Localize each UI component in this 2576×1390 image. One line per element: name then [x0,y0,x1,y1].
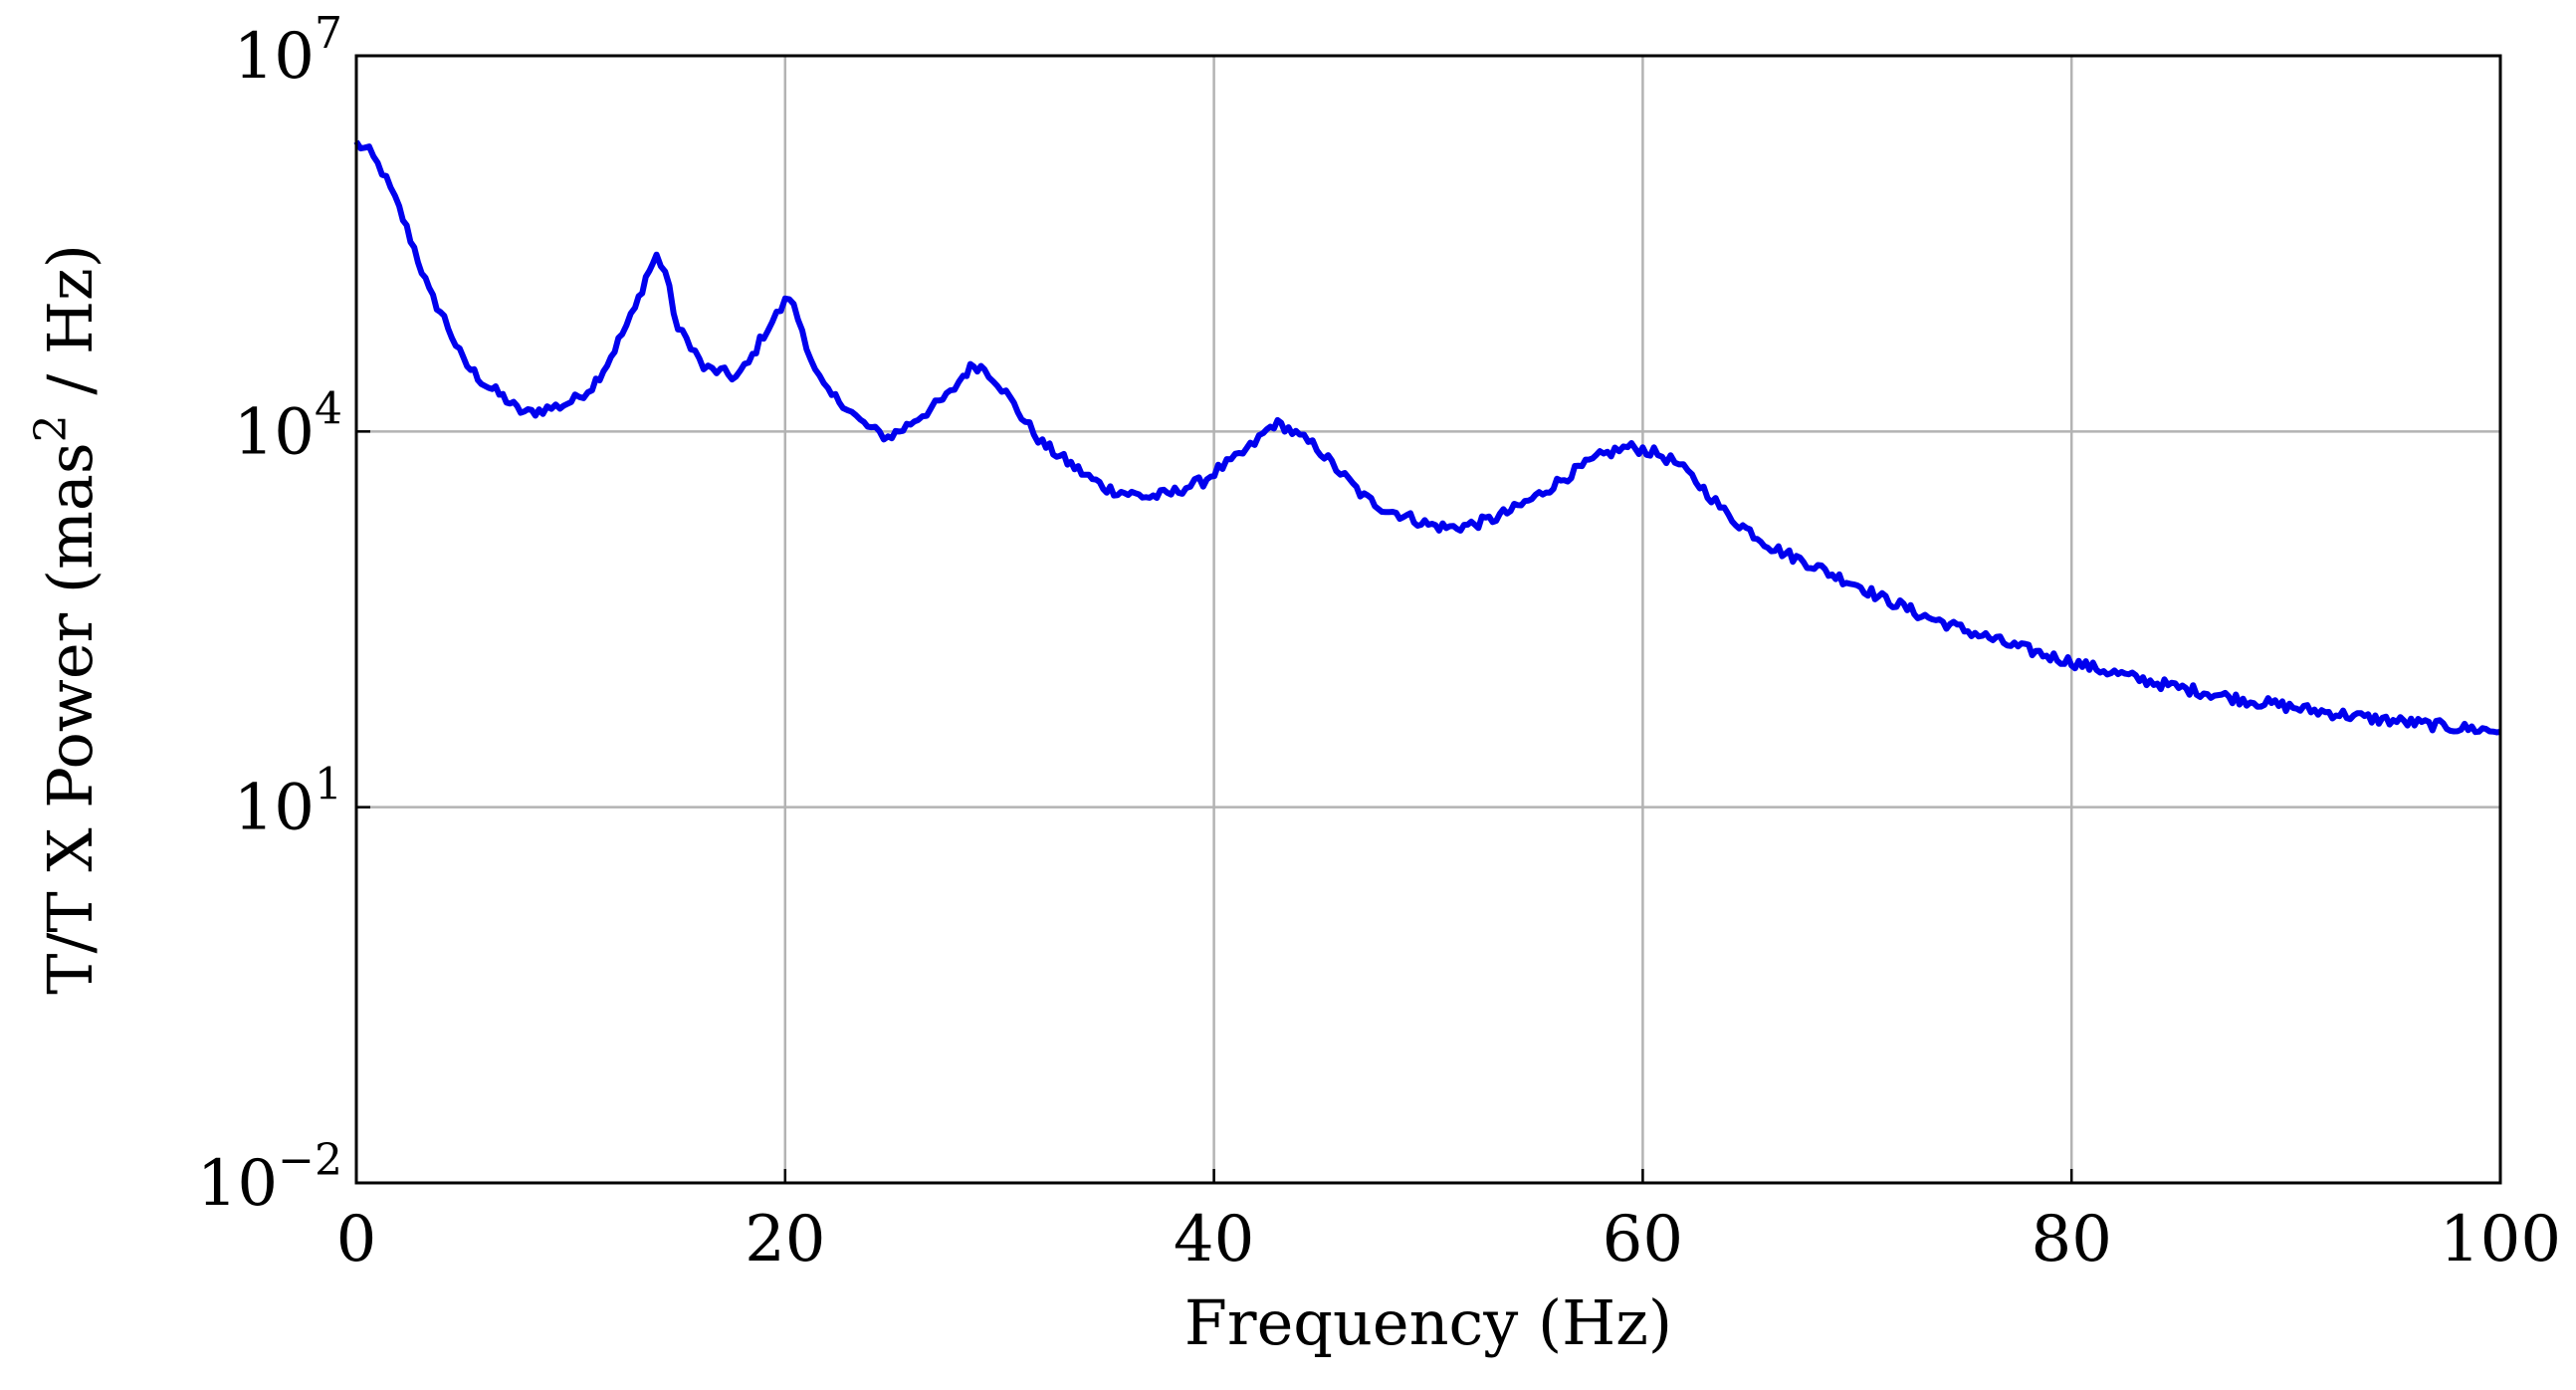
y-axis-label: T/T X Power (mas2 / Hz) [26,244,107,995]
series-layer [353,139,2501,736]
y-axis-ticks: 10−2 101 104 107 [197,8,370,1221]
y-axis-label-sup: 2 [26,414,77,442]
y-tick-label: 107 [234,8,342,94]
x-tick-label: 80 [2031,1203,2111,1276]
x-tick-label: 100 [2440,1203,2561,1276]
x-tick-label: 0 [336,1203,377,1276]
y-axis-label-post: / Hz) [34,244,107,414]
grid-lines [356,56,2500,1183]
y-tick-label: 104 [234,383,342,469]
x-tick-label: 20 [745,1203,825,1276]
y-tick-label: 10−2 [197,1135,342,1221]
x-tick-label: 40 [1174,1203,1254,1276]
plot-frame [354,54,2502,1185]
y-axis-label-pre: T/T X Power (mas [34,442,107,995]
y-tick-label: 101 [234,760,342,845]
series-line [353,139,2501,736]
x-tick-label: 60 [1603,1203,1683,1276]
x-axis-label: Frequency (Hz) [1184,1286,1672,1359]
x-axis-ticks: 0 20 40 60 80 100 [336,1169,2561,1276]
